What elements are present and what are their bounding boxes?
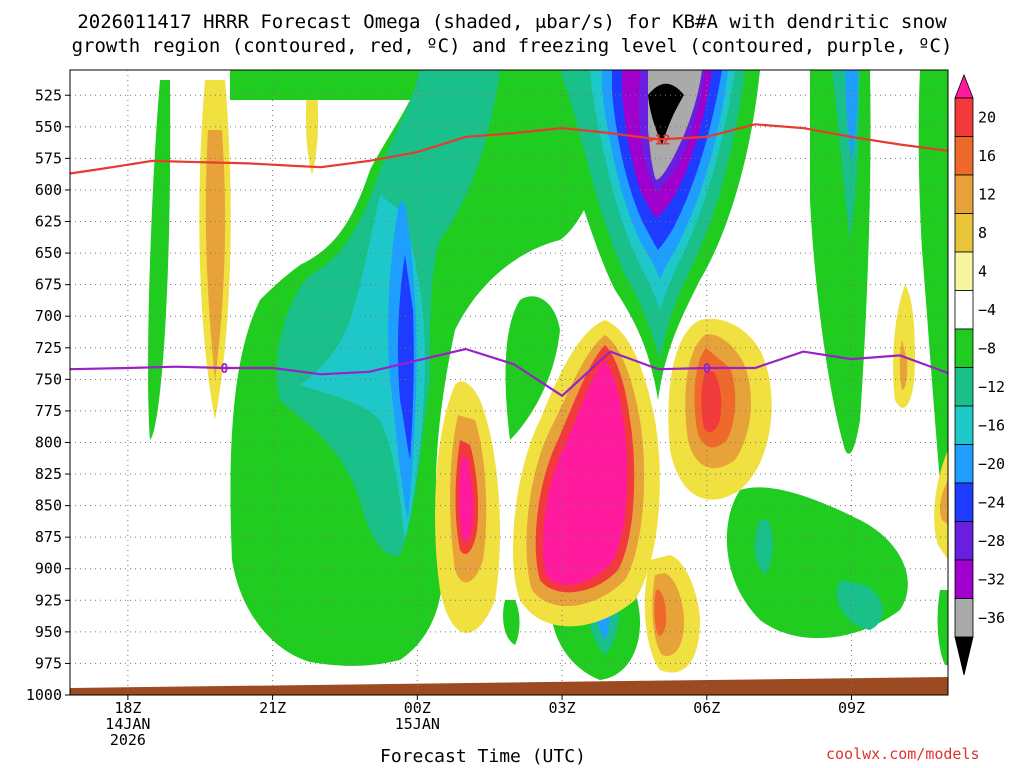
contour-label: 0 <box>220 362 228 377</box>
colorbar-bottom-arrow <box>954 636 974 676</box>
y-tick-label: 900 <box>35 560 62 578</box>
colorbar-label: −8 <box>978 339 996 357</box>
x-tick-label: 00Z <box>404 699 431 717</box>
y-tick-label: 975 <box>35 654 62 672</box>
colorbar-label: −12 <box>978 378 1005 396</box>
omega-area <box>918 70 948 560</box>
colorbar-swatch <box>954 405 974 445</box>
colorbar-label: −20 <box>978 455 1005 473</box>
omega-area <box>459 455 474 542</box>
omega-area <box>648 83 684 145</box>
x-tick-label: 2026 <box>110 731 146 749</box>
colorbar-swatch <box>954 444 974 484</box>
omega-area <box>938 300 948 420</box>
colorbar-label: −16 <box>978 416 1005 434</box>
contour-layer: -12 0 0 <box>70 123 948 398</box>
colorbar-top-arrow <box>954 73 974 99</box>
omega-area <box>836 580 883 630</box>
colorbar-label: 12 <box>978 185 996 203</box>
colorbar-label: 4 <box>978 262 987 280</box>
omega-area <box>503 600 520 645</box>
colorbar-swatch <box>954 174 974 214</box>
title-line-2: growth region (contoured, red, ºC) and f… <box>71 35 953 57</box>
omega-area <box>542 360 628 585</box>
grid-lines <box>70 70 948 696</box>
omega-area <box>397 255 414 460</box>
colorbar-swatch <box>954 521 974 561</box>
colorbar-swatch <box>954 251 974 291</box>
y-tick-label: 1000 <box>26 686 62 704</box>
colorbar: 20 16 12 8 4 −4 −8 −12 −16 −20 −24 −28 −32 −36 <box>954 73 1005 676</box>
colorbar-label: −36 <box>978 609 1005 627</box>
omega-area <box>893 285 915 408</box>
x-axis-label: Forecast Time (UTC) <box>380 746 586 767</box>
omega-area <box>654 590 667 636</box>
y-tick-label: 750 <box>35 370 62 388</box>
y-tick-label: 800 <box>35 433 62 451</box>
y-tick-label: 625 <box>35 213 62 231</box>
colorbar-label: −32 <box>978 570 1005 588</box>
colorbar-swatch <box>954 213 974 253</box>
contour-line <box>70 123 948 175</box>
omega-shading <box>70 70 948 695</box>
plot-frame <box>69 69 949 696</box>
colorbar-swatch <box>954 290 974 330</box>
y-tick-label: 700 <box>35 307 62 325</box>
omega-area <box>899 340 908 390</box>
x-tick-label: 14JAN <box>105 715 150 733</box>
omega-area <box>701 370 722 433</box>
x-tick-label: 06Z <box>693 699 720 717</box>
colorbar-swatch <box>954 598 974 638</box>
y-tick-label: 675 <box>35 276 62 294</box>
contour-label: 0 <box>703 362 711 377</box>
colorbar-label: 8 <box>978 224 987 242</box>
y-tick-label: 725 <box>35 339 62 357</box>
y-tick-label: 650 <box>35 244 62 262</box>
colorbar-swatch <box>954 97 974 137</box>
credit-link[interactable]: coolwx.com/models <box>826 745 980 763</box>
y-tick-label: 525 <box>35 86 62 104</box>
omega-area <box>940 480 948 525</box>
y-tick-label: 550 <box>35 118 62 136</box>
omega-area <box>754 520 773 575</box>
y-tick-label: 850 <box>35 497 62 515</box>
colorbar-swatch <box>954 559 974 599</box>
x-tick-label: 21Z <box>259 699 286 717</box>
page-title: 2026011417 HRRR Forecast Omega (shaded, … <box>0 10 1024 58</box>
colorbar-swatch <box>954 482 974 522</box>
colorbar-label: −28 <box>978 532 1005 550</box>
y-tick-label: 575 <box>35 149 62 167</box>
omega-area <box>505 296 560 440</box>
contour-line <box>70 347 948 398</box>
colorbar-swatch <box>954 367 974 407</box>
title-line-1: 2026011417 HRRR Forecast Omega (shaded, … <box>77 11 947 33</box>
y-tick-label: 600 <box>35 181 62 199</box>
y-tick-label: 950 <box>35 623 62 641</box>
y-axis: 525 550 575 600 625 650 675 700 725 750 775 800 825 8… <box>26 86 70 704</box>
y-tick-label: 925 <box>35 591 62 609</box>
omega-area <box>148 80 171 440</box>
colorbar-swatch <box>954 328 974 368</box>
x-tick-label: 15JAN <box>395 715 440 733</box>
omega-area <box>205 130 226 380</box>
y-tick-label: 875 <box>35 528 62 546</box>
colorbar-label: −24 <box>978 493 1005 511</box>
omega-area <box>937 590 948 665</box>
y-tick-label: 775 <box>35 402 62 420</box>
y-tick-label: 825 <box>35 465 62 483</box>
x-tick-label: 09Z <box>838 699 865 717</box>
x-tick-label: 03Z <box>549 699 576 717</box>
colorbar-label: 20 <box>978 108 996 126</box>
x-tick-label: 18Z <box>114 699 141 717</box>
terrain-ground <box>70 677 948 695</box>
colorbar-swatch <box>954 136 974 176</box>
colorbar-label: 16 <box>978 147 996 165</box>
contour-label: -12 <box>647 133 670 148</box>
colorbar-label: −4 <box>978 301 996 319</box>
omega-area <box>305 80 319 175</box>
